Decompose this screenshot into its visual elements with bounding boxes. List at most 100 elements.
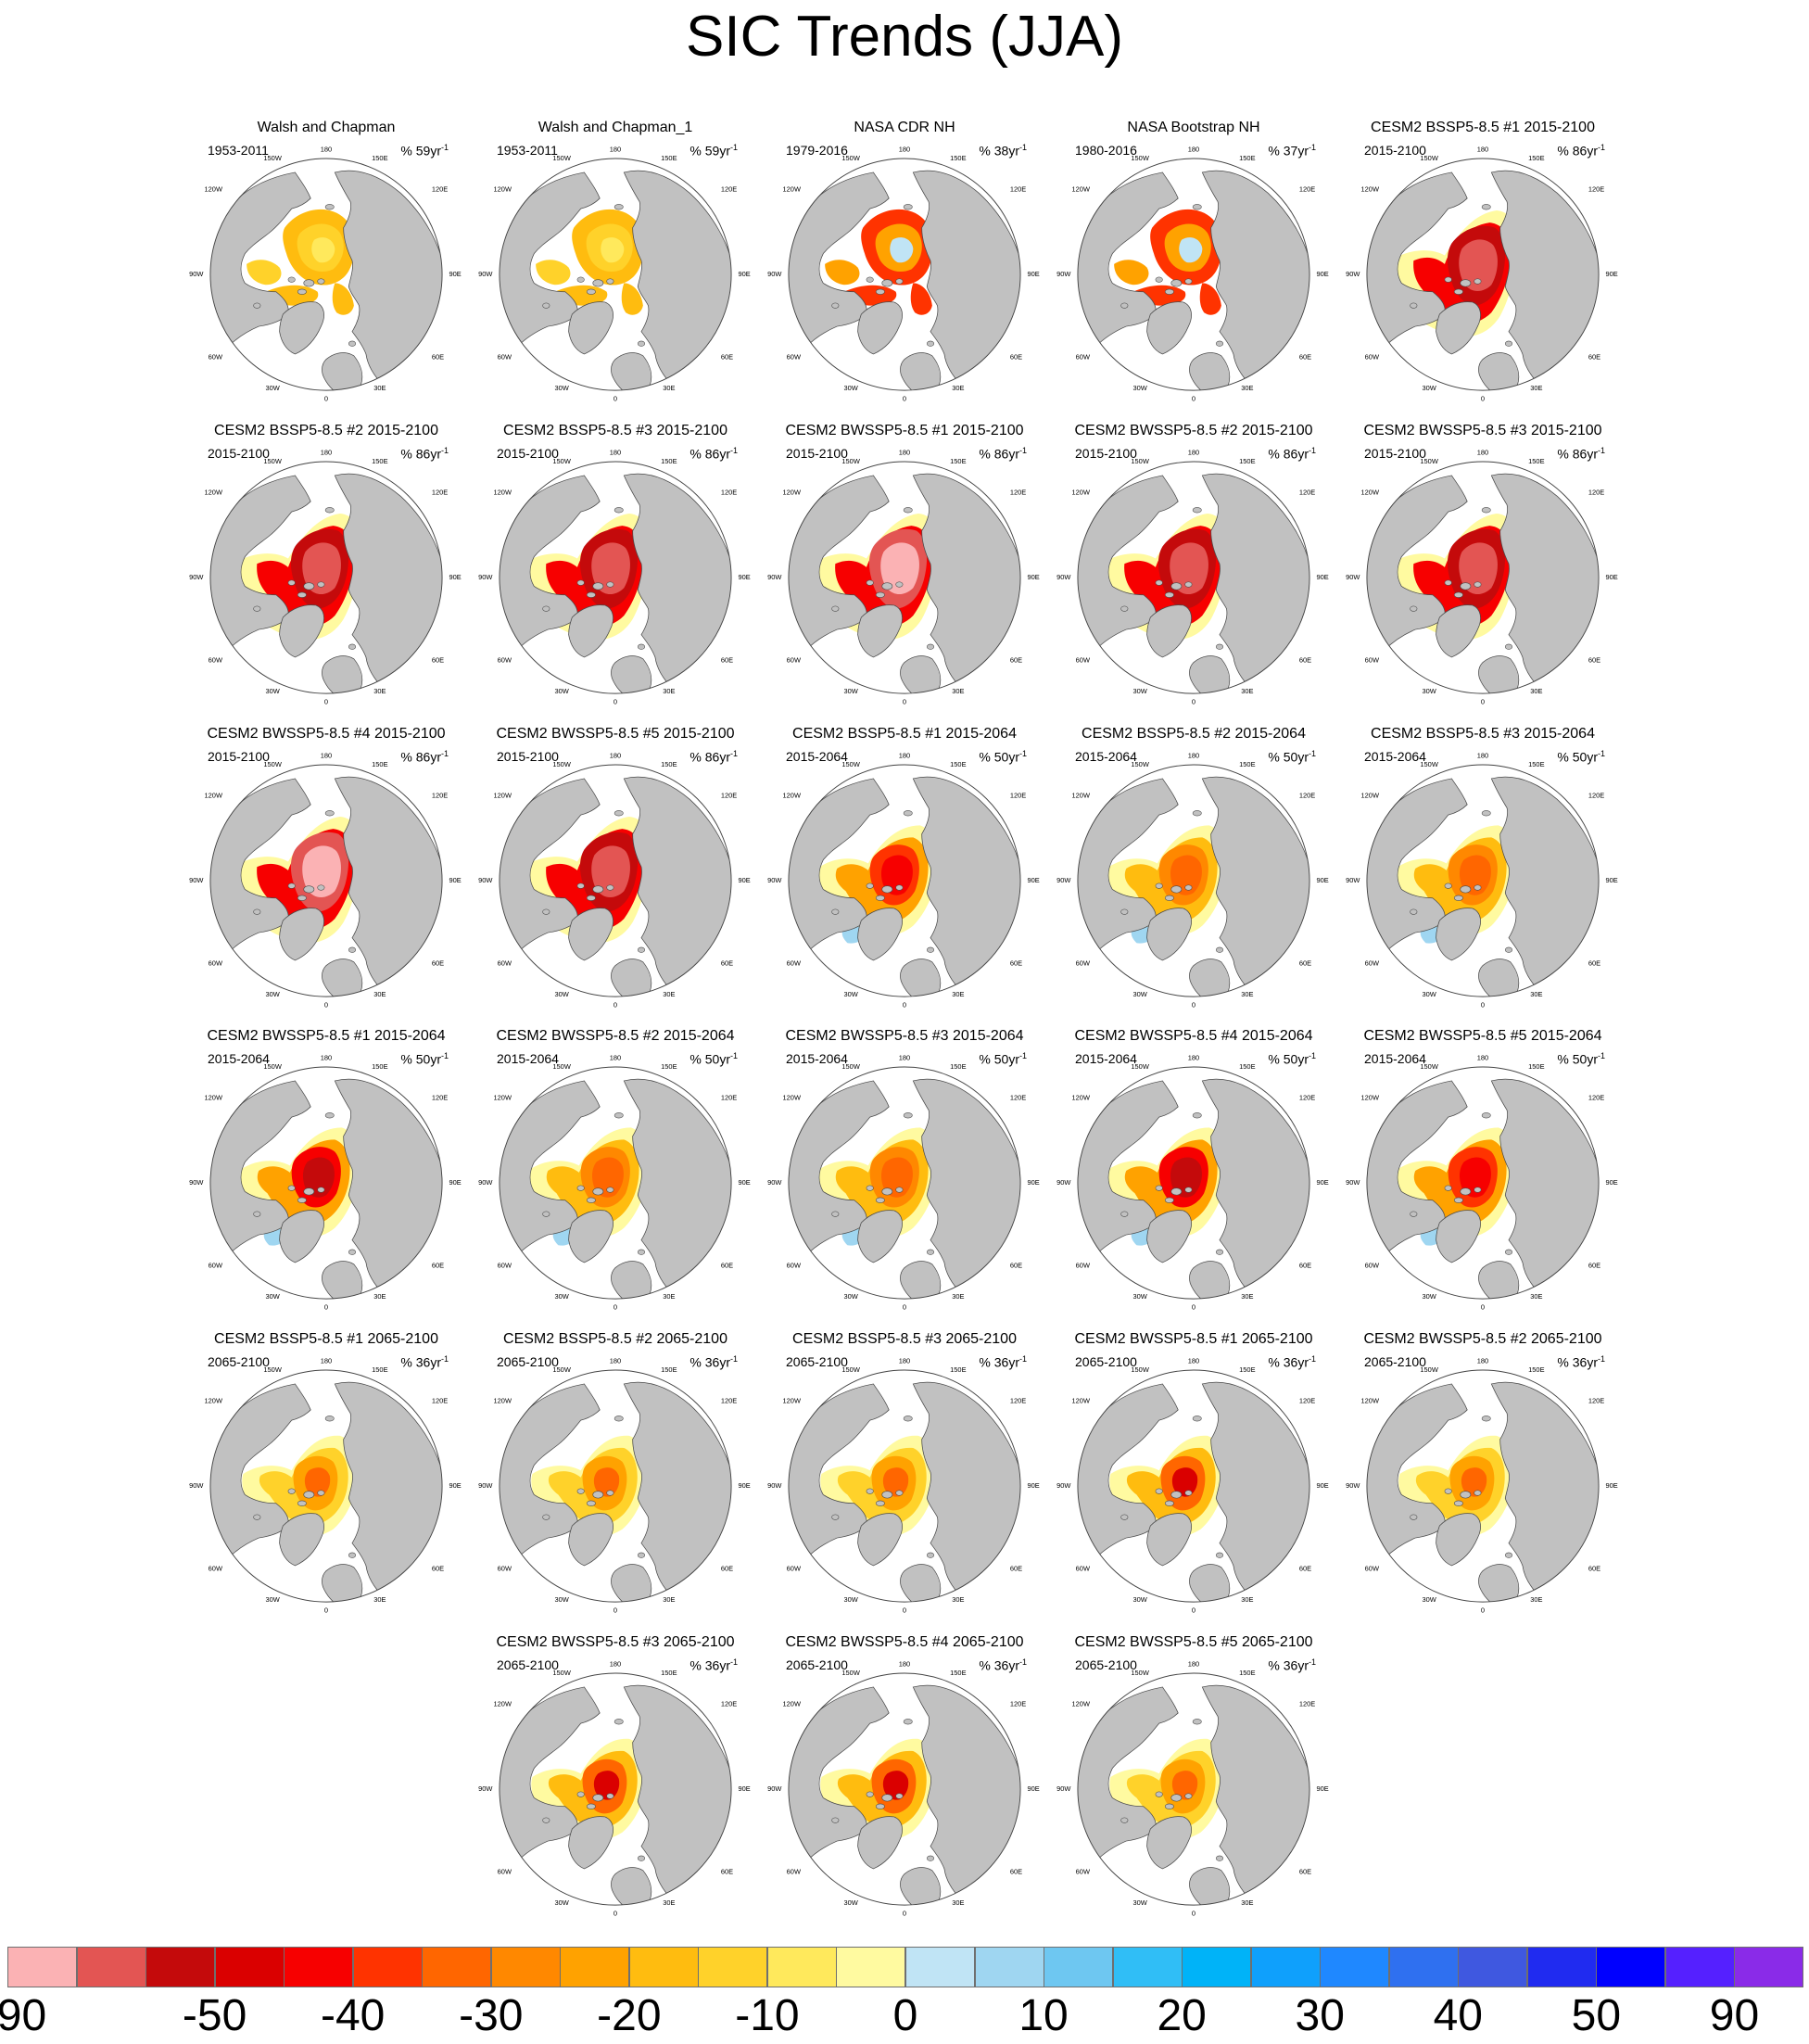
lon-label: 150E — [372, 457, 387, 465]
lon-label: 120E — [721, 1396, 737, 1404]
lon-label: 30W — [843, 990, 858, 998]
lon-label: 150E — [950, 760, 966, 768]
polar-map: 180 150W 150E 120W 120E 90W 90E 60W 60E 30W 30E 0 — [1346, 1054, 1618, 1312]
colorbar-box — [1250, 1947, 1321, 1987]
lon-label: 30W — [554, 384, 569, 392]
lon-label: 120E — [721, 488, 737, 496]
colorbar-label: -30 — [459, 1991, 524, 2040]
lon-label: 150W — [841, 760, 860, 768]
lon-label: 150W — [1131, 154, 1149, 162]
lon-label: 30E — [1241, 687, 1253, 695]
panel-units: % 36yr-1 — [689, 1354, 738, 1370]
lon-label: 60W — [1365, 1262, 1380, 1270]
lon-label: 60E — [1299, 959, 1311, 968]
colorbar-label: -40 — [321, 1991, 386, 2040]
colorbar-box — [1734, 1947, 1804, 1987]
lon-label: 60E — [1299, 1868, 1311, 1876]
lon-label: 60E — [721, 1868, 733, 1876]
lon-label: 0 — [1481, 1302, 1485, 1311]
lon-label: 90W — [478, 573, 493, 581]
panel-period: 2015-2100 — [1075, 446, 1137, 461]
lon-label: 0 — [324, 1302, 328, 1311]
lon-label: 180 — [321, 752, 332, 760]
lon-label: 60E — [1010, 353, 1022, 362]
lon-label: 90W — [1056, 1481, 1071, 1490]
lon-label: 30E — [373, 990, 386, 998]
map-panel: CESM2 BWSSP5-8.5 #5 2015-2064 2015-2064 % … — [1346, 1027, 1618, 1311]
lon-label: 150W — [841, 1062, 860, 1071]
lon-label: 30W — [843, 1292, 858, 1301]
map-panel: CESM2 BWSSP5-8.5 #3 2015-2100 2015-2100 % … — [1346, 422, 1618, 705]
lon-label: 30W — [1132, 384, 1147, 392]
lon-label: 60E — [721, 1262, 733, 1270]
lon-label: 90W — [1346, 573, 1360, 581]
panel-title: CESM2 BWSSP5-8.5 #2 2015-2100 — [1074, 423, 1313, 438]
lon-label: 60E — [1588, 959, 1600, 968]
colorbar-box — [1044, 1947, 1114, 1987]
polar-map: 180 150W 150E 120W 120E 90W 90E 60W 60E 30W 30E 0 — [189, 1054, 462, 1312]
lon-label: 60W — [1365, 959, 1380, 968]
map-panel: CESM2 BSSP5-8.5 #1 2015-2100 2015-2100 % 8… — [1346, 119, 1618, 402]
polar-map: 180 150W 150E 120W 120E 90W 90E 60W 60E 30W 30E 0 — [1346, 146, 1618, 403]
lon-label: 150E — [372, 1062, 387, 1071]
lon-label: 30W — [265, 384, 280, 392]
lon-label: 90E — [739, 876, 751, 884]
lon-label: 150W — [841, 1669, 860, 1677]
lon-label: 90E — [1606, 1178, 1618, 1187]
colorbar-box — [7, 1947, 78, 1987]
panel-title: CESM2 BSSP5-8.5 #1 2065-2100 — [214, 1331, 438, 1347]
lon-label: 60W — [209, 1262, 223, 1270]
lon-label: 150E — [661, 1062, 677, 1071]
lon-label: 120W — [205, 1396, 223, 1404]
lon-label: 180 — [899, 1660, 910, 1669]
lon-label: 90W — [767, 573, 782, 581]
lon-label: 150E — [1528, 760, 1544, 768]
lon-label: 30E — [663, 1898, 675, 1907]
lon-label: 0 — [903, 1000, 906, 1009]
colorbar-label: 0 — [892, 1991, 918, 2040]
lon-label: 90E — [739, 270, 751, 278]
map-panel: CESM2 BSSP5-8.5 #2 2015-2100 2015-2100 % 8… — [189, 422, 462, 705]
lon-label: 90W — [189, 573, 204, 581]
lon-label: 180 — [899, 1054, 910, 1062]
lon-label: 180 — [1477, 1357, 1488, 1365]
lon-label: 120E — [721, 791, 737, 799]
panel-units: % 50yr-1 — [979, 749, 1027, 765]
lon-label: 150E — [950, 154, 966, 162]
lon-label: 60E — [432, 1262, 444, 1270]
map-panel: CESM2 BWSSP5-8.5 #1 2015-2064 2015-2064 % … — [189, 1027, 462, 1311]
lon-label: 180 — [1477, 752, 1488, 760]
colorbar-label: -50 — [182, 1991, 247, 2040]
polar-map: 180 150W 150E 120W 120E 90W 90E 60W 60E 30W 30E 0 — [1056, 752, 1329, 1009]
lon-label: 150E — [661, 1669, 677, 1677]
lon-label: 120E — [1010, 1396, 1026, 1404]
polar-map: 180 150W 150E 120W 120E 90W 90E 60W 60E 30W 30E 0 — [478, 1660, 751, 1918]
lon-label: 90E — [1317, 573, 1329, 581]
lon-label: 120W — [1072, 184, 1091, 193]
lon-label: 60E — [1299, 1262, 1311, 1270]
panel-title: CESM2 BSSP5-8.5 #3 2065-2100 — [792, 1331, 1017, 1347]
panel-period: 1953-2011 — [208, 143, 269, 158]
map-panel: Walsh and Chapman_1 1953-2011% 59yr-1 180 1… — [478, 119, 751, 402]
map-panel: CESM2 BSSP5-8.5 #3 2015-2064 2015-2064 % 5… — [1346, 725, 1618, 1009]
lon-label: 60W — [209, 1565, 223, 1573]
panel-units: % 36yr-1 — [1268, 1354, 1316, 1370]
lon-label: 150W — [552, 760, 571, 768]
polar-map: 180 150W 150E 120W 120E 90W 90E 60W 60E 30W 30E 0 — [189, 146, 462, 403]
panel-period: 2065-2100 — [497, 1354, 559, 1369]
lon-label: 30E — [663, 1595, 675, 1604]
colorbar-box — [490, 1947, 561, 1987]
panel-title: CESM2 BWSSP5-8.5 #1 2015-2064 — [207, 1028, 446, 1044]
panel-units: % 36yr-1 — [979, 1657, 1027, 1673]
lon-label: 30E — [373, 687, 386, 695]
lon-label: 90E — [1317, 1481, 1329, 1490]
lon-label: 120W — [205, 184, 223, 193]
lon-label: 150E — [661, 154, 677, 162]
lon-label: 90E — [449, 876, 462, 884]
panel-period: 2015-2064 — [1364, 1051, 1426, 1066]
panel-period: 2015-2100 — [208, 446, 270, 461]
lon-label: 90W — [478, 876, 493, 884]
map-panel: CESM2 BWSSP5-8.5 #4 2015-2064 2015-2064 % … — [1056, 1027, 1329, 1311]
lon-label: 60E — [1010, 656, 1022, 665]
lon-label: 90W — [189, 1481, 204, 1490]
